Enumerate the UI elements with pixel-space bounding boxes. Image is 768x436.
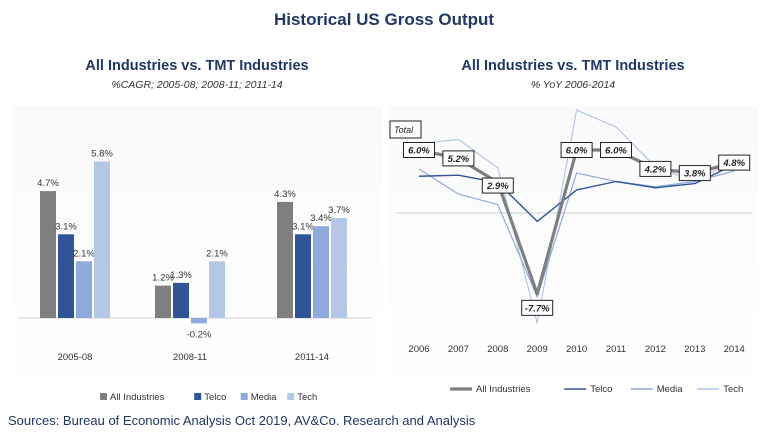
- bar-data-label: 3.7%: [328, 205, 350, 216]
- line-data-label-frame: [442, 150, 475, 167]
- line-chart-subtitle: % YoY 2006-2014: [530, 79, 616, 91]
- bar-media-2008-11: [191, 318, 207, 324]
- line-data-label-frame: [560, 142, 593, 158]
- bar-telco-2005-08: [58, 234, 74, 318]
- bar-data-label: 4.3%: [274, 189, 296, 200]
- bar-legend-label-telco: Telco: [204, 392, 226, 403]
- line-series-telco: [418, 164, 735, 223]
- bar-data-label: -0.2%: [187, 329, 212, 340]
- total-annotation-text: Total: [394, 125, 414, 135]
- bar-data-label: 1.3%: [170, 270, 192, 281]
- line-legend-label-telco: Telco: [590, 384, 612, 395]
- line-data-label-box: -7.7%: [521, 299, 554, 316]
- bar-tech-2008-11: [209, 261, 225, 318]
- line-data-label: 3.8%: [684, 169, 706, 180]
- line-data-label-box: 4.2%: [639, 160, 672, 177]
- line-data-label: 2.9%: [486, 181, 509, 192]
- line-data-label-box: 4.8%: [718, 154, 751, 171]
- line-data-label: 5.2%: [448, 154, 470, 165]
- bar-all-industries-2008-11: [155, 285, 171, 318]
- line-legend-label-all-industries: All Industries: [476, 384, 531, 395]
- line-data-label-frame: [403, 142, 435, 158]
- main-title: Historical US Gross Output: [273, 10, 495, 29]
- line-data-label: 6.0%: [408, 146, 430, 157]
- line-x-tick-label: 2012: [645, 344, 666, 355]
- line-x-tick-label: 2007: [448, 344, 469, 355]
- bar-chart: 4.7% 3.1% 2.1% 5.8% 2005-08 1.2%1.3% -0.2% 2.1%…: [18, 148, 372, 403]
- bar-tech-2011-14: [331, 218, 347, 318]
- line-data-label-frame: [639, 160, 672, 177]
- line-x-tick-label: 2010: [566, 344, 587, 355]
- line-data-label: 4.8%: [722, 158, 745, 169]
- line-x-tick-label: 2013: [684, 344, 705, 355]
- bar-legend-label-media: Media: [251, 392, 278, 403]
- line-data-label: 6.0%: [605, 146, 627, 157]
- line-data-label-frame: [600, 142, 632, 158]
- bar-all-industries-2011-14: [277, 201, 293, 318]
- bar-media-2005-08: [76, 261, 92, 318]
- line-x-tick-label: 2011: [606, 344, 626, 355]
- line-chart-panel: All Industries vs. TMT Industries % YoY …: [388, 56, 758, 411]
- bar-all-industries-2005-08: [40, 191, 56, 318]
- bar-chart-subtitle: %CAGR; 2005-08; 2008-11; 2011-14: [111, 79, 283, 91]
- line-data-label-frame: [521, 299, 554, 316]
- total-annotation: Total: [389, 120, 422, 139]
- line-legend-label-tech: Tech: [723, 384, 743, 395]
- bar-media-2011-14: [313, 226, 329, 318]
- line-data-label-frame: [718, 154, 751, 171]
- line-legend-label-media: Media: [657, 384, 684, 395]
- bar-telco-2011-14: [295, 234, 311, 318]
- line-data-label-frame: [678, 165, 711, 182]
- line-x-tick-label: 2008: [487, 344, 508, 355]
- line-data-label: -7.7%: [525, 303, 550, 314]
- bar-legend-swatch-tech: [287, 393, 295, 400]
- total-annotation-frame: [389, 120, 422, 139]
- line-data-label: 6.0%: [566, 146, 588, 157]
- line-x-tick-label: 2014: [724, 344, 745, 355]
- line-data-label-box: 6.0%: [600, 142, 632, 158]
- line-data-label-box: 6.0%: [403, 142, 435, 158]
- bar-data-label: 1.2%: [152, 273, 174, 284]
- bar-data-label: 2.1%: [73, 248, 95, 259]
- line-data-label-box: 2.9%: [481, 177, 514, 194]
- bar-legend-label-tech: Tech: [297, 392, 317, 403]
- sources-note: Sources: Bureau of Economic Analysis Oct…: [8, 413, 476, 428]
- bar-data-label: 3.1%: [55, 221, 77, 232]
- bar-legend-label-all-industries: All Industries: [110, 392, 165, 403]
- line-data-label-frame: [481, 177, 514, 194]
- bar-legend-swatch-media: [240, 393, 248, 400]
- bar-category-label: 2005-08: [58, 352, 93, 363]
- line-chart: 6.0% 5.2% 2.9% -7.7% 6.0% 6.0% 4.2% 3.8% 4.8% Tot…: [389, 109, 752, 395]
- line-chart-title: All Industries vs. TMT Industries: [461, 58, 685, 74]
- bar-data-label: 3.4%: [310, 213, 332, 224]
- line-data-label-box: 5.2%: [442, 150, 475, 167]
- bar-data-label: 4.7%: [37, 178, 59, 189]
- bar-legend-swatch-all-industries: [100, 393, 107, 400]
- line-data-label: 4.2%: [644, 164, 667, 175]
- line-data-label-box: 6.0%: [560, 142, 593, 158]
- bar-data-label: 3.1%: [292, 221, 314, 232]
- bar-telco-2008-11: [173, 282, 189, 318]
- line-series-media: [418, 168, 735, 298]
- bar-data-label: 2.1%: [206, 248, 228, 259]
- bar-chart-panel: All Industries vs. TMT Industries %CAGR;…: [12, 56, 382, 411]
- bar-chart-title: All Industries vs. TMT Industries: [85, 58, 309, 74]
- line-x-tick-label: 2009: [527, 344, 548, 355]
- bar-category-label: 2008-11: [173, 352, 207, 363]
- bar-data-label: 5.8%: [91, 148, 113, 159]
- line-data-label-box: 3.8%: [678, 165, 711, 182]
- bar-legend-swatch-telco: [194, 393, 202, 400]
- bar-category-label: 2011-14: [295, 352, 329, 363]
- line-x-tick-label: 2006: [408, 344, 429, 355]
- bar-tech-2005-08: [94, 161, 110, 318]
